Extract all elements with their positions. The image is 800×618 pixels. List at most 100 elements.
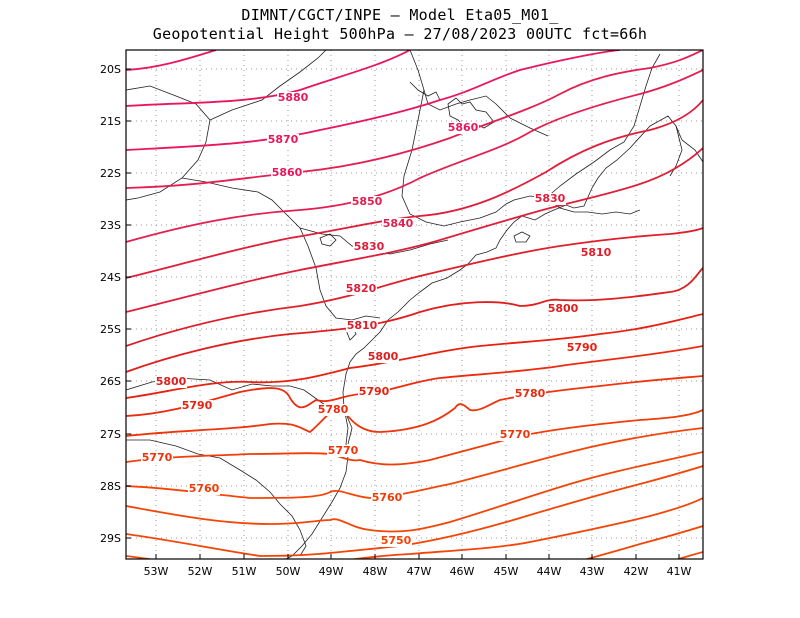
state-border	[401, 89, 547, 227]
contour-5800	[126, 267, 703, 373]
state-border	[345, 413, 353, 445]
lon-tick-label: 43W	[580, 565, 605, 578]
contour-label-background	[277, 92, 309, 104]
contour-label-background	[317, 404, 349, 416]
contour-label-background	[499, 429, 531, 441]
contour-label-background	[351, 196, 383, 208]
reservoir-outline	[319, 233, 337, 247]
contour-label: 5790	[359, 385, 390, 398]
contour-label: 5790	[182, 399, 213, 412]
contour-label: 5810	[581, 246, 612, 259]
contour-label-background	[380, 535, 412, 547]
contour-label: 5850	[352, 195, 383, 208]
contour-label: 5780	[318, 403, 349, 416]
contour-label-background	[371, 492, 403, 504]
state-border	[126, 439, 307, 557]
contour-label-background	[181, 400, 213, 412]
river-outline	[409, 81, 441, 101]
axis-ticks	[126, 68, 680, 559]
contour-label: 5760	[189, 482, 220, 495]
contour-5780	[126, 345, 703, 417]
contour-label: 5790	[567, 341, 598, 354]
contour-label-background	[358, 386, 390, 398]
contour-label-background	[580, 247, 612, 259]
lon-tick-label: 45W	[494, 565, 519, 578]
map-title-line1: DIMNT/CGCT/INPE – Model Eta05_M01_	[241, 6, 559, 24]
contour-5770	[126, 375, 703, 437]
contour-5730	[126, 465, 703, 557]
contour-5830	[126, 99, 703, 279]
contour-label: 5840	[383, 217, 414, 230]
contour-5810	[126, 227, 703, 347]
contour-label: 5870	[268, 133, 299, 146]
contour-label-background	[447, 122, 479, 134]
contour-label: 5770	[142, 451, 173, 464]
contour-label-background	[155, 376, 187, 388]
contour-5740	[126, 451, 703, 533]
state-border	[409, 50, 549, 137]
contour-5870	[126, 50, 411, 107]
lat-tick-label: 25S	[100, 323, 121, 336]
contour-5880	[126, 50, 217, 71]
lat-tick-label: 26S	[100, 375, 121, 388]
state-border	[126, 85, 211, 201]
contour-label: 5760	[372, 491, 403, 504]
contour-label: 5860	[448, 121, 479, 134]
contour-label: 5800	[156, 375, 187, 388]
contour-label: 5810	[347, 319, 378, 332]
lat-tick-label: 21S	[100, 115, 121, 128]
lat-tick-label: 24S	[100, 271, 121, 284]
contour-label: 5880	[278, 91, 309, 104]
lon-tick-label: 50W	[276, 565, 301, 578]
state-border	[181, 177, 381, 321]
contour-5840	[126, 69, 703, 243]
contour-label-background	[346, 320, 378, 332]
state-border	[545, 53, 661, 199]
state-border	[669, 125, 683, 177]
lon-tick-label: 44W	[537, 565, 562, 578]
lat-tick-label: 20S	[100, 63, 121, 76]
lon-tick-label: 47W	[407, 565, 432, 578]
state-border	[545, 197, 641, 215]
contour-label: 5830	[354, 240, 385, 253]
contour-label: 5770	[500, 428, 531, 441]
contour-label-background	[327, 445, 359, 457]
contour-5790	[126, 313, 703, 399]
contour-label-background	[534, 193, 566, 205]
contour-5820	[126, 147, 703, 313]
lon-tick-label: 51W	[232, 565, 257, 578]
lat-tick-label: 23S	[100, 219, 121, 232]
map-title-line2: Geopotential Height 500hPa – 27/08/2023 …	[152, 25, 648, 43]
island-outline	[513, 231, 531, 243]
lon-tick-label: 48W	[363, 565, 388, 578]
contour-label-background	[141, 452, 173, 464]
contour-label-background	[382, 218, 414, 230]
contour-label: 5770	[328, 444, 359, 457]
contour-label-background	[188, 483, 220, 495]
lat-lon-grid	[126, 50, 703, 559]
contour-label: 5750	[381, 534, 412, 547]
contour-label-background	[271, 167, 303, 179]
contour-label-background	[514, 388, 546, 400]
contour-label-background	[267, 134, 299, 146]
lat-tick-label: 22S	[100, 167, 121, 180]
lat-tick-label: 27S	[100, 428, 121, 441]
contour-label: 5820	[346, 282, 377, 295]
contour-label: 5860	[272, 166, 303, 179]
contour-label: 5800	[548, 302, 579, 315]
lon-tick-label: 42W	[624, 565, 649, 578]
lat-tick-label: 28S	[100, 480, 121, 493]
lon-tick-label: 53W	[144, 565, 169, 578]
plot-frame	[125, 49, 704, 560]
lon-tick-label: 52W	[188, 565, 213, 578]
state-border	[209, 50, 327, 121]
contour-5710	[583, 525, 703, 559]
lat-tick-label: 29S	[100, 532, 121, 545]
contour-label: 5830	[535, 192, 566, 205]
contour-label-background	[353, 241, 385, 253]
lon-tick-label: 41W	[667, 565, 692, 578]
contour-label: 5780	[515, 387, 546, 400]
contour-5860	[126, 50, 621, 151]
contour-5760	[126, 409, 703, 466]
